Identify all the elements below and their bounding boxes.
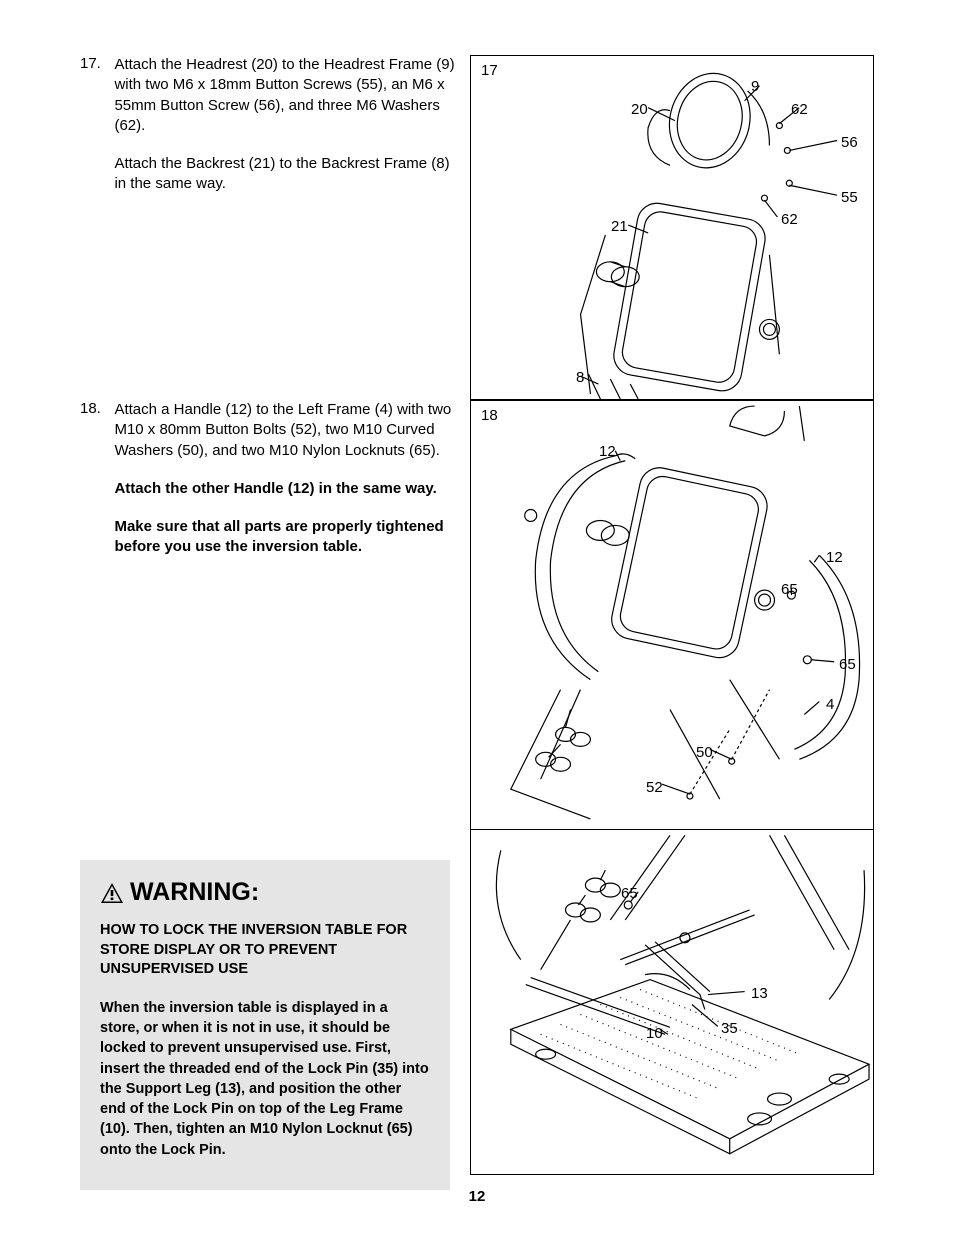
- step-18: 18. Attach a Handle (12) to the Left Fra…: [80, 400, 460, 840]
- callout: 55: [841, 189, 858, 206]
- warning-subtitle: HOW TO LOCK THE INVERSION TABLE FOR STOR…: [100, 921, 430, 980]
- callout: 13: [751, 985, 768, 1002]
- step-text-bold: Attach the other Handle (12) in the same…: [114, 479, 459, 499]
- step-17: 17. Attach the Headrest (20) to the Head…: [80, 55, 460, 380]
- callout: 9: [751, 78, 759, 95]
- right-column: 17: [470, 55, 874, 1190]
- step-text: Attach the Headrest (20) to the Headrest…: [114, 55, 459, 136]
- callout: 20: [631, 101, 648, 118]
- callout: 62: [791, 101, 808, 118]
- warning-title-text: WARNING:: [130, 878, 259, 907]
- step-number: 17.: [80, 55, 110, 72]
- step-text: Attach the Backrest (21) to the Backrest…: [114, 154, 459, 195]
- step-text-bold: Make sure that all parts are properly ti…: [114, 517, 459, 558]
- callout: 10: [646, 1025, 663, 1042]
- step-number: 18.: [80, 400, 110, 417]
- callout: 65: [781, 581, 798, 598]
- callout: 52: [646, 779, 663, 796]
- callout: 50: [696, 744, 713, 761]
- callout: 62: [781, 211, 798, 228]
- callout: 8: [576, 369, 584, 386]
- figure-17-drawing: [471, 56, 873, 399]
- step-body: Attach a Handle (12) to the Left Frame (…: [114, 400, 459, 558]
- callout: 12: [599, 443, 616, 460]
- left-column: 17. Attach the Headrest (20) to the Head…: [80, 55, 470, 1190]
- figure-18: 18: [470, 400, 874, 830]
- warning-box: WARNING: HOW TO LOCK THE INVERSION TABLE…: [80, 860, 450, 1190]
- warning-triangle-icon: [100, 882, 124, 904]
- figure-lock: 65 13 10 35: [470, 830, 874, 1175]
- callout: 4: [826, 696, 834, 713]
- callout: 56: [841, 134, 858, 151]
- page-content: 17. Attach the Headrest (20) to the Head…: [80, 55, 874, 1190]
- page-number: 12: [0, 1188, 954, 1205]
- warning-body: When the inversion table is displayed in…: [100, 998, 430, 1160]
- callout: 21: [611, 218, 628, 235]
- callout: 35: [721, 1020, 738, 1037]
- callout: 65: [621, 885, 638, 902]
- step-text: Attach a Handle (12) to the Left Frame (…: [114, 400, 459, 461]
- callout: 65: [839, 656, 856, 673]
- figure-lock-drawing: [471, 830, 873, 1174]
- figure-18-drawing: [471, 401, 873, 829]
- warning-heading: WARNING:: [100, 878, 430, 907]
- figure-17: 17: [470, 55, 874, 400]
- callout: 12: [826, 549, 843, 566]
- step-body: Attach the Headrest (20) to the Headrest…: [114, 55, 459, 195]
